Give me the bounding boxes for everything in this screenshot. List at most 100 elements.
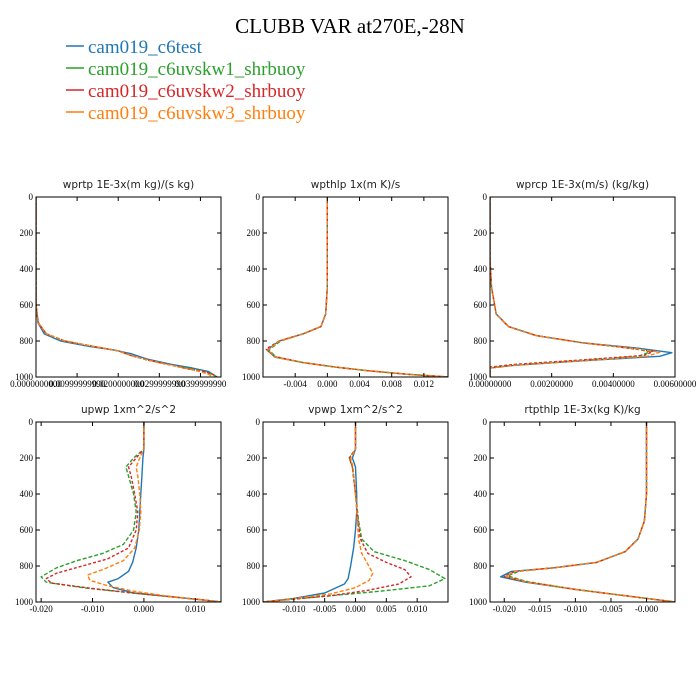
x-tick-label: 0.00999999990 <box>49 379 106 389</box>
y-tick-label: 600 <box>474 300 488 310</box>
series-line <box>107 422 221 602</box>
series-line <box>507 422 675 602</box>
y-tick-label: 1000 <box>15 597 34 607</box>
series-group <box>40 422 221 602</box>
y-tick-label: 600 <box>474 525 488 535</box>
y-tick-label: 0 <box>483 192 488 202</box>
series-line <box>490 197 651 377</box>
x-tick-label: 0.000 <box>134 604 155 614</box>
series-group <box>265 197 448 377</box>
x-tick-label: -0.010 <box>282 604 306 614</box>
y-tick-label: 1000 <box>15 372 34 382</box>
y-tick-label: 0 <box>483 417 488 427</box>
y-tick-label: 200 <box>474 453 488 463</box>
y-tick-label: 600 <box>247 525 261 535</box>
x-tick-label: 0.010 <box>185 604 206 614</box>
x-tick-label: -0.004 <box>284 379 308 389</box>
x-tick-label: 0.0200000000 <box>92 379 144 389</box>
series-group <box>490 197 673 377</box>
legend-label: cam019_c6uvskw1_shrbuoy <box>88 59 306 80</box>
x-tick-label: -0.005 <box>313 604 337 614</box>
x-tick-label: 0.0299999990 <box>133 379 185 389</box>
x-tick-label: 0.0000000000 <box>10 379 62 389</box>
y-tick-label: 400 <box>474 264 488 274</box>
panel-title: wprcp 1E-3x(m/s) (kg/kg) <box>516 179 649 191</box>
series-line <box>500 422 675 602</box>
series-line <box>503 422 675 602</box>
x-tick-label: 0.000 <box>317 379 338 389</box>
x-tick-label: 0.005 <box>376 604 397 614</box>
series-group <box>263 422 446 602</box>
chart-panel: vpwp 1xm^2/s^2 0 200 400 600 800 1000 -0.010 -0.… <box>242 404 449 614</box>
plot-frame <box>35 196 222 378</box>
x-tick-label: -0.020 <box>30 604 54 614</box>
x-tick-label: 0.00600000 <box>654 379 697 389</box>
x-tick-label: 0.004 <box>349 379 370 389</box>
y-tick-label: 800 <box>474 561 488 571</box>
figure-title: CLUBB VAR at270E,-28N <box>235 14 465 38</box>
chart-panel: wprtp 1E-3x(m kg)/(s kg) 0 200 400 600 800 100… <box>10 179 227 389</box>
panel-title: wpthlp 1x(m K)/s <box>311 179 401 191</box>
series-line <box>36 197 214 377</box>
x-tick-label: -0.010 <box>564 604 588 614</box>
y-tick-label: 400 <box>247 264 261 274</box>
y-tick-label: 600 <box>20 300 34 310</box>
y-tick-label: 0 <box>256 417 261 427</box>
y-tick-label: 400 <box>20 264 34 274</box>
legend-label: cam019_c6test <box>88 37 203 58</box>
legend-entry: cam019_c6uvskw2_shrbuoy <box>66 81 306 102</box>
x-tick-label: 0.008 <box>382 379 403 389</box>
series-group <box>36 197 218 377</box>
chart-panel: upwp 1xm^2/s^2 0 200 400 600 800 1000-0.020 -0.… <box>15 404 222 614</box>
x-tick-label: -0.005 <box>599 604 623 614</box>
panel-title: vpwp 1xm^2/s^2 <box>308 404 403 416</box>
y-tick-label: 600 <box>247 300 261 310</box>
y-tick-label: 0 <box>29 192 34 202</box>
y-tick-label: 400 <box>474 489 488 499</box>
legend-entry: cam019_c6uvskw1_shrbuoy <box>66 59 306 80</box>
x-tick-label: 0.0399999990 <box>175 379 227 389</box>
y-tick-label: 200 <box>20 453 34 463</box>
series-line <box>266 197 448 377</box>
series-line <box>490 197 655 377</box>
plot-frame <box>262 196 449 378</box>
x-tick-label: -0.015 <box>528 604 552 614</box>
series-line <box>265 197 448 377</box>
x-tick-label: -0.000 <box>635 604 659 614</box>
series-line <box>267 197 448 377</box>
y-tick-label: 800 <box>247 336 261 346</box>
legend-label: cam019_c6uvskw2_shrbuoy <box>88 81 306 102</box>
plot-frame <box>489 421 676 603</box>
y-tick-label: 400 <box>20 489 34 499</box>
x-tick-label: 0.00400000 <box>592 379 635 389</box>
y-tick-label: 800 <box>20 336 34 346</box>
series-line <box>267 197 448 377</box>
x-tick-label: -0.010 <box>81 604 105 614</box>
plot-frame <box>35 421 222 603</box>
y-tick-label: 800 <box>474 336 488 346</box>
x-tick-label: 0.000 <box>345 604 366 614</box>
y-tick-label: 1000 <box>469 597 488 607</box>
y-tick-label: 200 <box>247 228 261 238</box>
series-line <box>490 197 661 377</box>
series-line <box>505 422 675 602</box>
panel-title: upwp 1xm^2/s^2 <box>81 404 176 416</box>
y-tick-label: 0 <box>29 417 34 427</box>
chart-panel: rtpthlp 1E-3x(kg K)/kg02004006008001000-… <box>469 404 676 614</box>
legend: cam019_c6test cam019_c6uvskw1_shrbuoy ca… <box>66 37 306 124</box>
series-line <box>263 422 412 602</box>
plot-frame <box>489 196 676 378</box>
y-tick-label: 800 <box>20 561 34 571</box>
x-tick-label: 0.00200000 <box>530 379 573 389</box>
y-tick-label: 200 <box>474 228 488 238</box>
x-tick-label: 0.010 <box>407 604 428 614</box>
series-line <box>36 197 218 377</box>
series-line <box>40 422 221 602</box>
y-tick-label: 1000 <box>469 372 488 382</box>
series-line <box>36 197 218 377</box>
chart-panel: wprcp 1E-3x(m/s) (kg/kg) 0 200 400 600 800 100… <box>469 179 697 389</box>
series-line <box>263 422 446 602</box>
series-line <box>263 422 358 602</box>
y-tick-label: 1000 <box>242 597 261 607</box>
